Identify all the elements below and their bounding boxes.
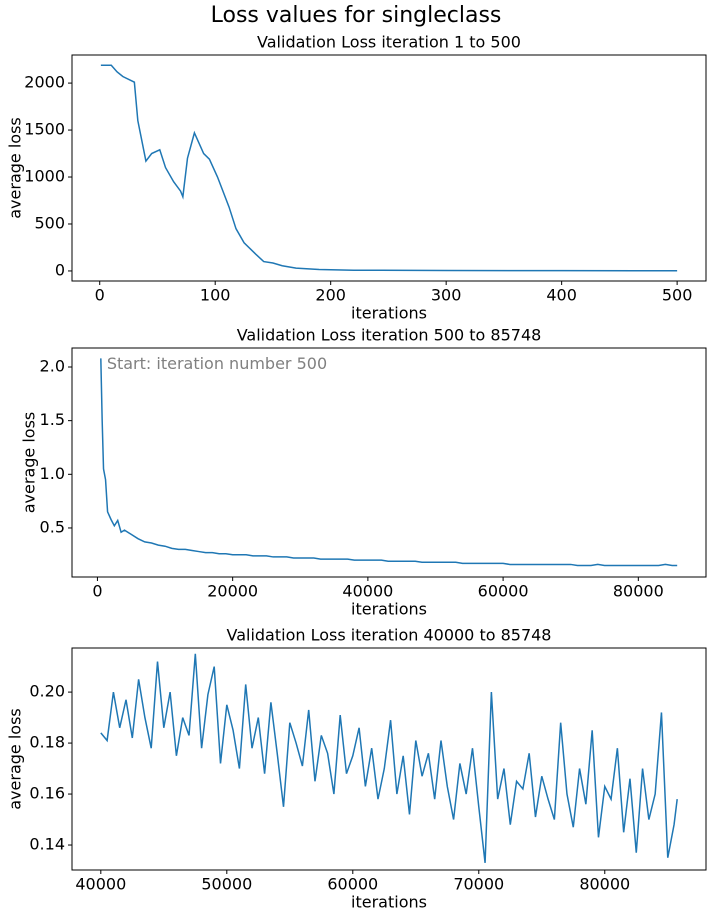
y-tick-label: 1500: [24, 120, 65, 139]
y-tick-label: 2.0: [40, 356, 65, 375]
y-axis-label: average loss: [20, 412, 39, 514]
y-tick-label: 0.16: [29, 784, 65, 803]
figure-title: Loss values for singleclass: [211, 3, 502, 28]
axes-frame: [71, 647, 707, 871]
x-tick-label: 400: [546, 286, 577, 305]
x-tick-label: 100: [200, 286, 231, 305]
x-axis-label: iterations: [351, 304, 427, 323]
y-tick-label: 0.18: [29, 733, 65, 752]
x-tick-label: 50000: [201, 875, 252, 894]
y-tick-label: 1.5: [40, 410, 65, 429]
y-tick-label: 2000: [24, 73, 65, 92]
y-tick-label: 1000: [24, 167, 65, 186]
x-tick-label: 80000: [613, 582, 664, 601]
x-axis-label: iterations: [351, 893, 427, 912]
loss-line: [100, 358, 678, 567]
loss-line: [100, 64, 678, 272]
loss-line: [100, 653, 678, 863]
x-tick-label: 0: [95, 286, 105, 305]
chart-title: Validation Loss iteration 500 to 85748: [237, 326, 542, 345]
annotation: Start: iteration number 500: [107, 354, 327, 373]
x-tick-label: 60000: [478, 582, 529, 601]
x-tick-label: 40000: [75, 875, 126, 894]
y-axis-label: average loss: [6, 117, 25, 219]
x-tick-label: 0: [92, 582, 102, 601]
y-tick-label: 0: [55, 260, 65, 279]
y-tick-label: 0.20: [29, 682, 65, 701]
x-tick-label: 70000: [453, 875, 504, 894]
x-tick-label: 80000: [579, 875, 630, 894]
chart-title: Validation Loss iteration 1 to 500: [257, 33, 521, 52]
y-tick-label: 0.5: [40, 517, 65, 536]
x-tick-label: 300: [431, 286, 462, 305]
y-tick-label: 1.0: [40, 464, 65, 483]
y-tick-label: 0.14: [29, 835, 65, 854]
chart-title: Validation Loss iteration 40000 to 85748: [227, 626, 552, 645]
x-tick-label: 200: [315, 286, 346, 305]
x-axis-label: iterations: [351, 600, 427, 619]
axes-frame: [71, 347, 707, 578]
x-tick-label: 60000: [327, 875, 378, 894]
x-tick-label: 20000: [207, 582, 258, 601]
x-tick-label: 500: [662, 286, 693, 305]
axes-frame: [71, 54, 707, 282]
y-tick-label: 500: [34, 213, 65, 232]
y-axis-label: average loss: [6, 708, 25, 810]
x-tick-label: 40000: [342, 582, 393, 601]
